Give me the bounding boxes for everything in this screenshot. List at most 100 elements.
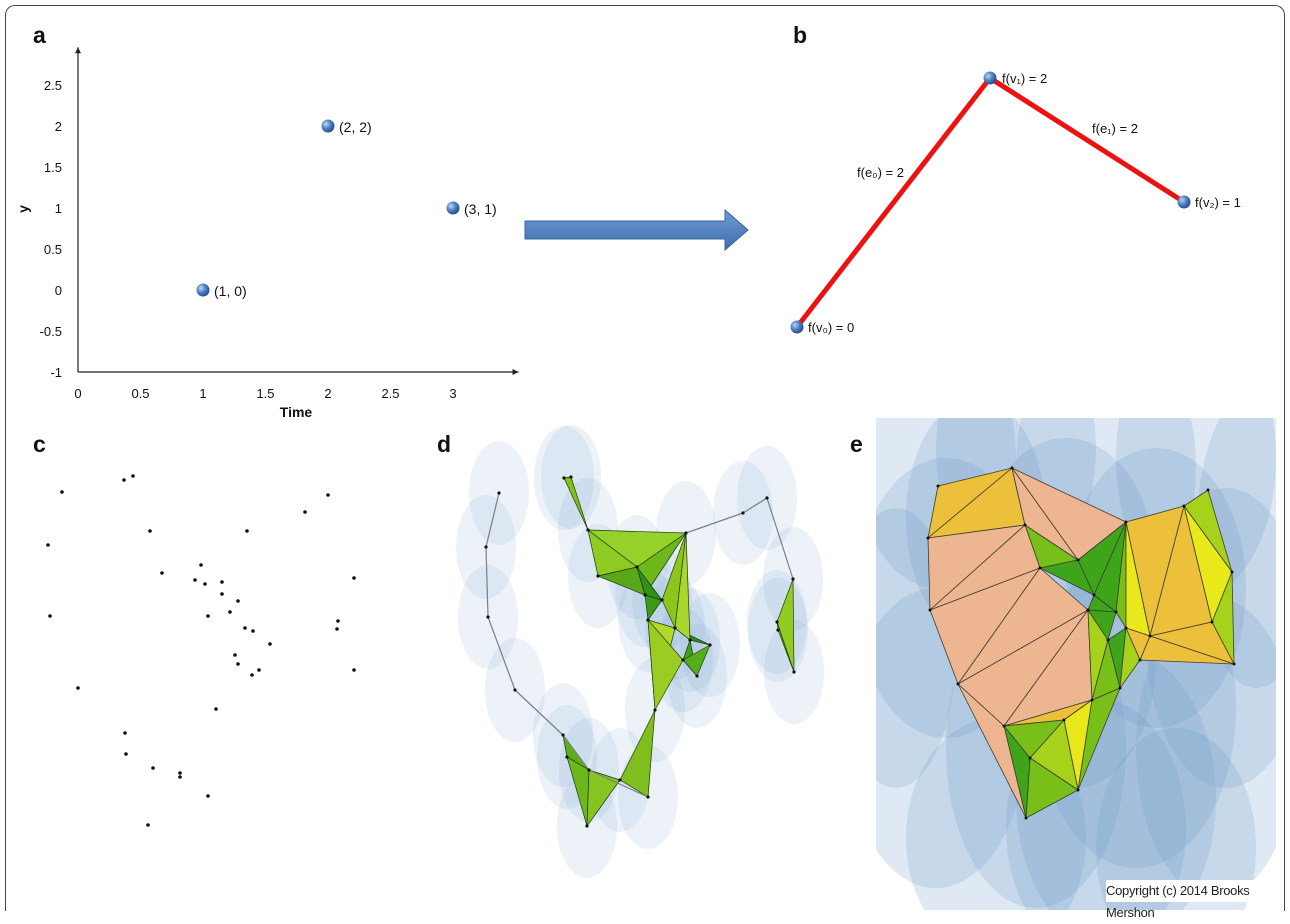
complex-vertex [1230, 570, 1234, 574]
x-tick-label: 2.5 [381, 386, 399, 401]
complex-vertex [618, 778, 622, 782]
cloud-point [178, 775, 182, 779]
simplex-triangle [563, 476, 589, 531]
copyright-notice: Copyright (c) 2014 Brooks Mershon [1106, 880, 1271, 920]
complex-vertex [956, 682, 960, 686]
right-arrow [524, 208, 749, 252]
complex-vertex [635, 565, 639, 569]
complex-vertex [561, 733, 565, 737]
cloud-point [206, 614, 210, 618]
simplex-triangle [586, 769, 621, 827]
cloud-point [203, 582, 207, 586]
cloud-point [257, 668, 261, 672]
complex-vertex [1118, 686, 1122, 690]
complex-vertex [497, 491, 501, 495]
simplex-triangle [619, 709, 656, 798]
y-tick-label: -0.5 [40, 324, 62, 339]
complex-vertex [1076, 788, 1080, 792]
x-tick-label: 0 [74, 386, 81, 401]
function-graph: f(v₀) = 0 f(v₁) = 2 f(v₂) = 1 f(e₀) = 2 … [790, 71, 1241, 335]
cloud-point [123, 731, 127, 735]
complex-vertex [513, 688, 517, 692]
simplex-edge [766, 497, 794, 580]
point-cloud [46, 474, 356, 827]
dense-complex-panel [876, 418, 1276, 910]
complex-vertex [1232, 662, 1236, 666]
cloud-point [236, 662, 240, 666]
data-point-label: (2, 2) [339, 119, 372, 135]
complex-vertex [569, 475, 573, 479]
complex-vertex [643, 593, 647, 597]
simplex-edge [485, 492, 500, 548]
cloud-point [151, 766, 155, 770]
complex-vertex [1124, 626, 1128, 630]
cover-ball [1096, 728, 1256, 910]
complex-vertex [928, 608, 932, 612]
cloud-point [220, 580, 224, 584]
simplex-triangle [776, 621, 795, 673]
cloud-point [76, 686, 80, 690]
simplex-edge [487, 616, 516, 691]
cloud-point [335, 627, 339, 631]
complex-vertex [1092, 593, 1096, 597]
vertex-v1 [983, 71, 997, 85]
cloud-point [336, 619, 340, 623]
complex-vertex [484, 545, 488, 549]
cloud-point [214, 707, 218, 711]
complex-vertex [1038, 566, 1042, 570]
x-tick-label: 3 [449, 386, 456, 401]
complex-vertex [936, 484, 940, 488]
simplex-triangle [1119, 627, 1141, 689]
data-point [321, 119, 335, 133]
y-axis-label: y [15, 205, 31, 213]
complex-vertex [791, 577, 795, 581]
data-point [196, 283, 210, 297]
complex-vertex [660, 598, 664, 602]
cloud-point [228, 610, 232, 614]
panel-label-e: e [850, 431, 863, 457]
complex-vertex [1010, 466, 1014, 470]
scatter-chart: 0 0.5 1 1.5 2 2.5 3 2.5 2 1.5 1 0.5 0 -0.5 -1 (1, 0) (… [15, 47, 519, 420]
y-tick-label: 2.5 [44, 78, 62, 93]
vertex-v0 [790, 320, 804, 334]
simplex-triangle [674, 532, 691, 641]
cloud-point [160, 571, 164, 575]
data-point-label: (3, 1) [464, 201, 497, 217]
y-tick-label: 1.5 [44, 160, 62, 175]
complex-vertex [486, 615, 490, 619]
vertex-v2 [1177, 195, 1191, 209]
complex-vertex [776, 628, 780, 632]
cloud-point [206, 794, 210, 798]
complex-vertex [1002, 724, 1006, 728]
x-tick-label: 1.5 [256, 386, 274, 401]
cloud-point [303, 510, 307, 514]
complex-vertex [1023, 523, 1027, 527]
complex-vertex [1138, 658, 1142, 662]
x-tick-label: 0.5 [131, 386, 149, 401]
x-tick-label: 2 [324, 386, 331, 401]
complex-vertex [1028, 756, 1032, 760]
cloud-point [245, 529, 249, 533]
complex-vertex [1062, 718, 1066, 722]
simplex-triangle [957, 683, 1027, 819]
complex-vertex [1076, 558, 1080, 562]
edge-label-e0: f(e₀) = 2 [857, 165, 904, 180]
complex-vertex [673, 626, 677, 630]
complex-vertex [1182, 504, 1186, 508]
complex-vertex [1086, 608, 1090, 612]
cloud-point [199, 563, 203, 567]
cloud-point [60, 490, 64, 494]
edge-e0 [795, 76, 992, 329]
rips-complex [456, 425, 824, 878]
vertex-label-v0: f(v₀) = 0 [808, 320, 854, 335]
cloud-point [243, 626, 247, 630]
y-tick-label: 1 [55, 201, 62, 216]
complex-vertex [741, 511, 745, 515]
simplex-triangle [1011, 467, 1079, 561]
edge-e1 [988, 75, 1186, 205]
complex-vertex [1114, 610, 1118, 614]
cloud-point [122, 478, 126, 482]
panel-label-b: b [793, 22, 808, 48]
complex-vertex [1106, 638, 1110, 642]
panel-label-c: c [33, 431, 46, 457]
